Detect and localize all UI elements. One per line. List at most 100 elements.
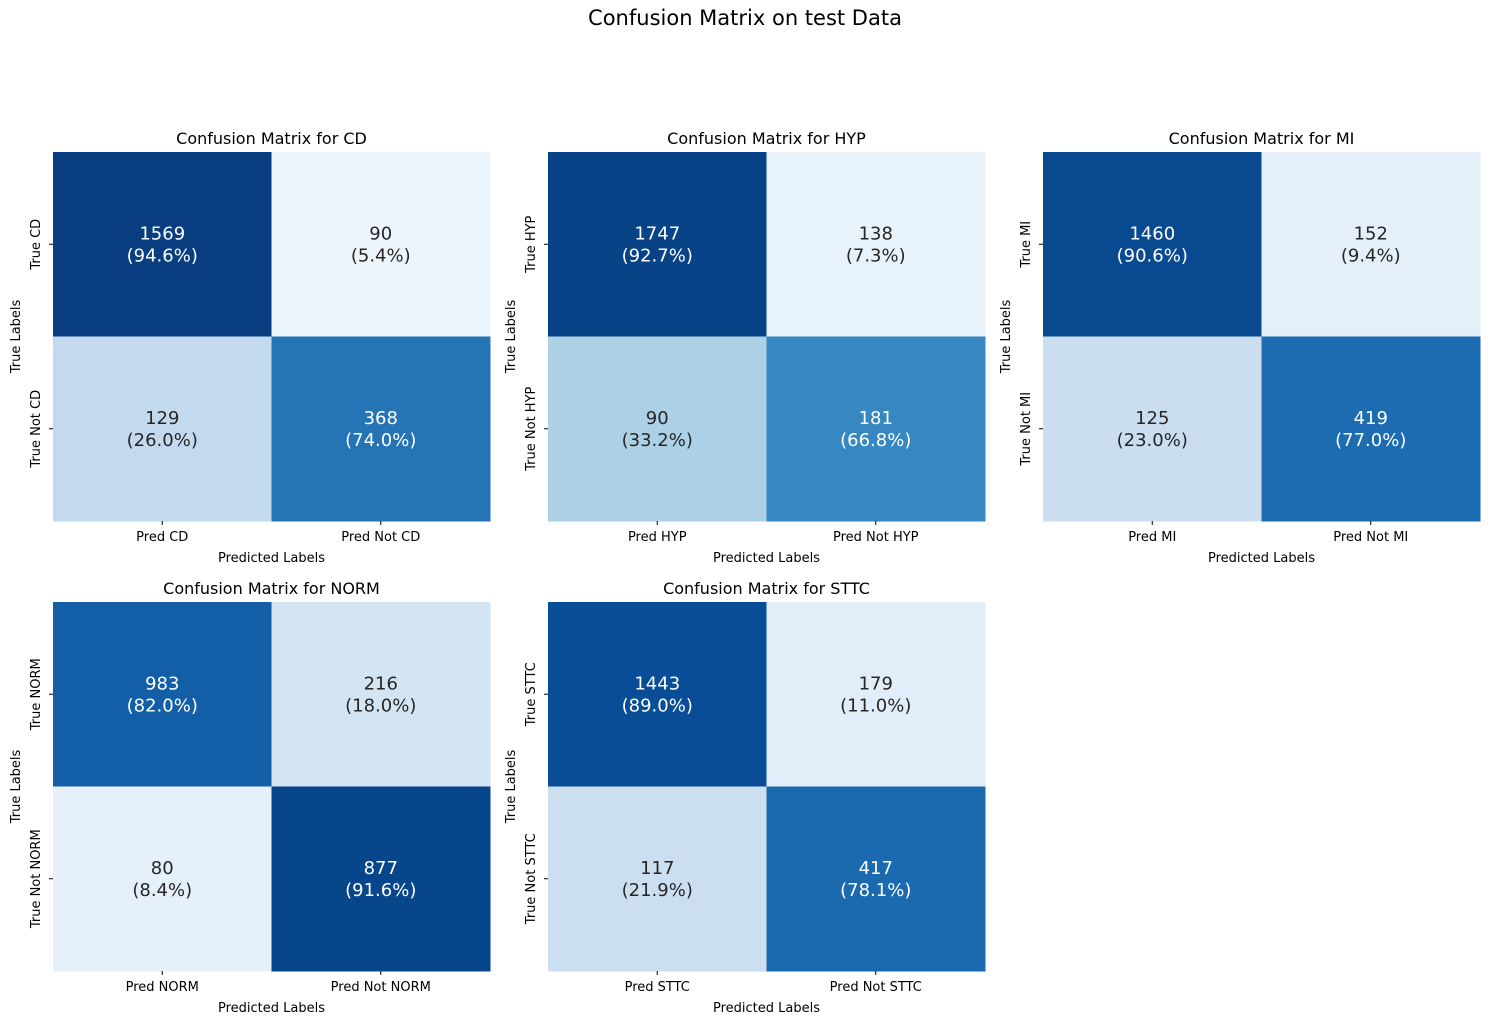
cell-count-label: 80 [151,858,174,879]
x-axis-label: Predicted Labels [713,551,820,566]
x-axis-label: Predicted Labels [1208,551,1315,566]
panel-title: Confusion Matrix for HYP [667,129,866,148]
x-tick-label: Pred Not MI [1333,530,1408,545]
cell-percent-label: (8.4%) [132,880,192,901]
heatmap-cell [766,602,986,787]
y-tick-label: True NORM [29,658,44,731]
heatmap-cell [1261,336,1481,522]
heatmap-cell [1261,152,1481,337]
heatmap-cell [766,786,986,972]
panel-title: Confusion Matrix for STTC [663,579,870,598]
y-tick-label: True STTC [524,662,539,727]
cell-percent-label: (11.0%) [840,695,911,716]
cell-percent-label: (92.7%) [622,245,693,266]
y-tick-label: True Not MI [1019,392,1034,467]
cell-percent-label: (18.0%) [345,695,416,716]
cell-count-label: 181 [859,408,893,429]
y-tick-label: True Not HYP [524,386,539,471]
cell-count-label: 216 [364,673,398,694]
cell-percent-label: (78.1%) [840,880,911,901]
heatmap-cell [766,152,986,337]
y-axis-label: True Labels [9,749,24,824]
x-tick-label: Pred Not CD [341,530,420,545]
heatmap-cell [548,336,767,522]
cell-count-label: 1569 [139,223,185,244]
y-axis-label: True Labels [9,299,24,374]
cell-count-label: 90 [369,223,392,244]
x-tick-label: Pred HYP [628,530,687,545]
cell-percent-label: (90.6%) [1117,245,1188,266]
cell-count-label: 877 [364,858,398,879]
heatmap-panel: 1747(92.7%) 138(7.3%) 90(33.2%) 181(66.8%) C… [504,129,986,566]
heatmap-cell [1043,152,1262,337]
x-tick-label: Pred CD [136,530,188,545]
panel-title: Confusion Matrix for CD [176,129,367,148]
heatmap-panel: 1569(94.6%) 90(5.4%) 129(26.0%) 368(74.0%) C… [9,129,491,566]
cell-percent-label: (21.9%) [622,880,693,901]
cell-count-label: 1747 [634,223,680,244]
heatmap-cell [53,152,272,337]
x-axis-label: Predicted Labels [218,1001,325,1016]
cell-percent-label: (23.0%) [1117,430,1188,451]
heatmap-panel: 983(82.0%) 216(18.0%) 80(8.4%) 877(91.6%) Co… [9,579,491,1016]
cell-percent-label: (9.4%) [1341,245,1401,266]
cell-percent-label: (7.3%) [846,245,906,266]
cell-percent-label: (91.6%) [345,880,416,901]
cell-count-label: 125 [1135,408,1169,429]
heatmap-cell [548,786,767,972]
cell-count-label: 1460 [1129,223,1175,244]
heatmap-cell [271,602,491,787]
heatmap-cell [271,336,491,522]
panel-title: Confusion Matrix for NORM [163,579,380,598]
cell-count-label: 417 [859,858,893,879]
x-axis-label: Predicted Labels [713,1001,820,1016]
y-tick-label: True CD [29,219,44,271]
heatmap-panel: 1460(90.6%) 152(9.4%) 125(23.0%) 419(77.0%)… [999,129,1481,566]
cell-count-label: 90 [646,408,669,429]
cell-percent-label: (5.4%) [351,245,411,266]
y-axis-label: True Labels [999,299,1014,374]
heatmap-cell [766,336,986,522]
x-tick-label: Pred Not NORM [331,980,431,995]
cell-percent-label: (94.6%) [127,245,198,266]
cell-percent-label: (82.0%) [127,695,198,716]
cell-count-label: 179 [859,673,893,694]
cell-count-label: 117 [640,858,674,879]
heatmap-cell [53,786,272,972]
cell-percent-label: (89.0%) [622,695,693,716]
x-tick-label: Pred NORM [126,980,199,995]
x-tick-label: Pred MI [1128,530,1176,545]
heatmap-cell [548,152,767,337]
heatmap-panel: 1443(89.0%) 179(11.0%) 117(21.9%) 417(78.1%… [504,579,986,1016]
cell-percent-label: (74.0%) [345,430,416,451]
cell-count-label: 983 [145,673,179,694]
x-axis-label: Predicted Labels [218,551,325,566]
heatmap-cell [53,336,272,522]
cell-count-label: 129 [145,408,179,429]
cell-count-label: 152 [1354,223,1388,244]
y-tick-label: True MI [1019,221,1034,269]
figure-title: Confusion Matrix on test Data [588,6,902,30]
heatmap-cell [271,786,491,972]
heatmap-cell [53,602,272,787]
cell-percent-label: (66.8%) [840,430,911,451]
y-axis-label: True Labels [504,749,519,824]
panel-title: Confusion Matrix for MI [1169,129,1355,148]
y-axis-label: True Labels [504,299,519,374]
y-tick-label: True Not STTC [524,833,539,925]
cell-percent-label: (26.0%) [127,430,198,451]
heatmap-cell [548,602,767,787]
x-tick-label: Pred Not STTC [830,980,922,995]
cell-count-label: 1443 [634,673,680,694]
x-tick-label: Pred STTC [625,980,690,995]
heatmap-cell [271,152,491,337]
cell-count-label: 368 [364,408,398,429]
heatmap-cell [1043,336,1262,522]
cell-percent-label: (77.0%) [1335,430,1406,451]
y-tick-label: True HYP [524,215,539,273]
cell-count-label: 419 [1354,408,1388,429]
y-tick-label: True Not CD [29,390,44,469]
x-tick-label: Pred Not HYP [833,530,919,545]
